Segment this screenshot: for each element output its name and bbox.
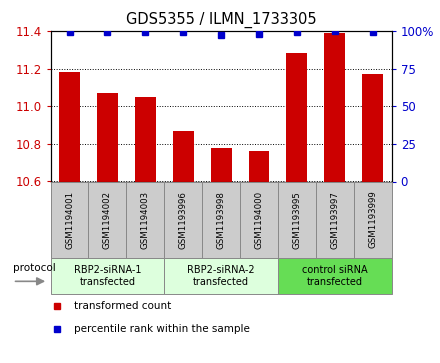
Text: control siRNA
transfected: control siRNA transfected [302, 265, 367, 287]
Bar [249, 151, 269, 182]
Bar [126, 182, 164, 258]
Bar [51, 182, 88, 258]
Bar [164, 182, 202, 258]
Bar [202, 182, 240, 258]
Text: GSM1193997: GSM1193997 [330, 191, 339, 249]
Bar [286, 53, 307, 181]
Bar [173, 131, 194, 182]
Text: RBP2-siRNA-1
transfected: RBP2-siRNA-1 transfected [73, 265, 141, 287]
Bar [278, 258, 392, 294]
Text: GSM1194000: GSM1194000 [254, 191, 264, 249]
Text: GSM1194003: GSM1194003 [141, 191, 150, 249]
Bar [59, 72, 80, 182]
Title: GDS5355 / ILMN_1733305: GDS5355 / ILMN_1733305 [126, 12, 316, 28]
Bar [324, 33, 345, 182]
Text: transformed count: transformed count [74, 301, 172, 311]
Text: protocol: protocol [13, 263, 55, 273]
Bar [354, 182, 392, 258]
Bar [164, 258, 278, 294]
Bar [88, 182, 126, 258]
Text: GSM1194001: GSM1194001 [65, 191, 74, 249]
Text: GSM1194002: GSM1194002 [103, 191, 112, 249]
Text: GSM1193999: GSM1193999 [368, 191, 377, 249]
Bar [211, 148, 231, 182]
Bar [97, 93, 118, 182]
Bar [135, 97, 156, 182]
Text: RBP2-siRNA-2
transfected: RBP2-siRNA-2 transfected [187, 265, 255, 287]
Bar [51, 258, 164, 294]
Text: GSM1193995: GSM1193995 [292, 191, 301, 249]
Text: GSM1193998: GSM1193998 [216, 191, 226, 249]
Text: percentile rank within the sample: percentile rank within the sample [74, 325, 250, 334]
Bar [362, 74, 383, 182]
Bar [278, 182, 316, 258]
Text: GSM1193996: GSM1193996 [179, 191, 188, 249]
Bar [240, 182, 278, 258]
Bar [316, 182, 354, 258]
